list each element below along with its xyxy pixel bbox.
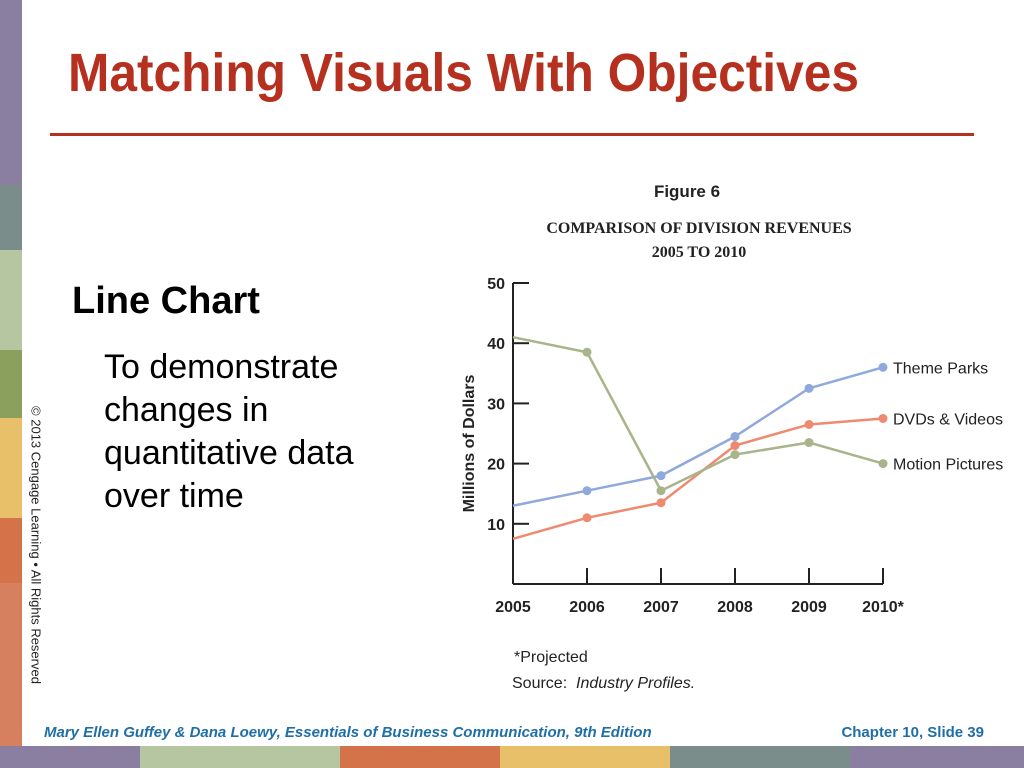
data-point (730, 432, 740, 442)
x-tick-label: 2006 (569, 599, 605, 616)
strip-segment (0, 0, 22, 185)
copyright-notice: © 2013 Cengage Learning • All Rights Res… (28, 406, 44, 684)
strip-segment (500, 746, 670, 768)
chart-title: COMPARISON OF DIVISION REVENUES (546, 220, 851, 237)
y-tick-label: 30 (487, 396, 505, 413)
series-line (512, 335, 884, 493)
figure-label: Figure 6 (654, 182, 720, 201)
data-point (656, 471, 666, 481)
y-tick-label: 20 (487, 457, 505, 474)
x-tick-label: 2009 (791, 599, 827, 616)
y-tick-label: 10 (487, 517, 505, 534)
x-tick-label: 2008 (717, 599, 753, 616)
data-point (804, 383, 814, 393)
strip-segment (0, 418, 22, 518)
bottom-decorative-strip (0, 746, 1024, 768)
footer-citation: Mary Ellen Guffey & Dana Loewy, Essentia… (44, 724, 652, 741)
strip-segment (0, 250, 22, 350)
strip-segment (140, 746, 340, 768)
data-point (804, 419, 814, 429)
data-point (878, 362, 888, 372)
x-tick-label: 2007 (643, 599, 679, 616)
strip-segment (670, 746, 850, 768)
x-tick-label: 2005 (495, 599, 531, 616)
data-point (582, 513, 592, 523)
strip-segment (0, 350, 22, 418)
left-decorative-strip (0, 0, 22, 768)
series-label: Theme Parks (893, 360, 988, 377)
chart-subtitle: 2005 TO 2010 (652, 244, 747, 261)
data-point (582, 486, 592, 496)
series-label: DVDs & Videos (893, 411, 1003, 428)
slide-number: Chapter 10, Slide 39 (841, 724, 984, 741)
data-point (730, 450, 740, 460)
section-heading: Line Chart (72, 280, 260, 322)
body-line: over time (104, 477, 244, 515)
source-label: Source: (512, 675, 567, 692)
y-axis-label: Millions of Dollars (461, 375, 478, 513)
title-underline (50, 133, 974, 136)
strip-segment (0, 518, 22, 583)
series-line (512, 417, 884, 541)
chart-footnote: *Projected (514, 649, 588, 666)
data-point (656, 486, 666, 496)
body-line: To demonstrate (104, 348, 339, 386)
body-line: quantitative data (104, 434, 354, 472)
slide-title: Matching Visuals With Objectives (68, 43, 859, 103)
series-line (512, 366, 884, 507)
strip-segment (0, 185, 22, 250)
strip-segment (0, 746, 140, 768)
data-point (804, 438, 814, 448)
strip-segment (0, 583, 22, 768)
line-chart: Figure 6 COMPARISON OF DIVISION REVENUES 2… (461, 182, 1003, 692)
x-tick-label: 2010* (862, 599, 905, 616)
strip-segment (340, 746, 500, 768)
y-tick-label: 50 (487, 276, 505, 293)
body-line: changes in (104, 391, 269, 429)
strip-segment (850, 746, 1024, 768)
series-label: Motion Pictures (893, 457, 1003, 474)
data-point (878, 459, 888, 469)
body-text: To demonstrate changes in quantitative d… (104, 346, 434, 518)
data-point (656, 498, 666, 508)
data-point (878, 413, 888, 423)
data-point (582, 347, 592, 357)
y-tick-label: 40 (487, 336, 505, 353)
source-text: Industry Profiles. (576, 675, 695, 692)
data-point (730, 441, 740, 451)
